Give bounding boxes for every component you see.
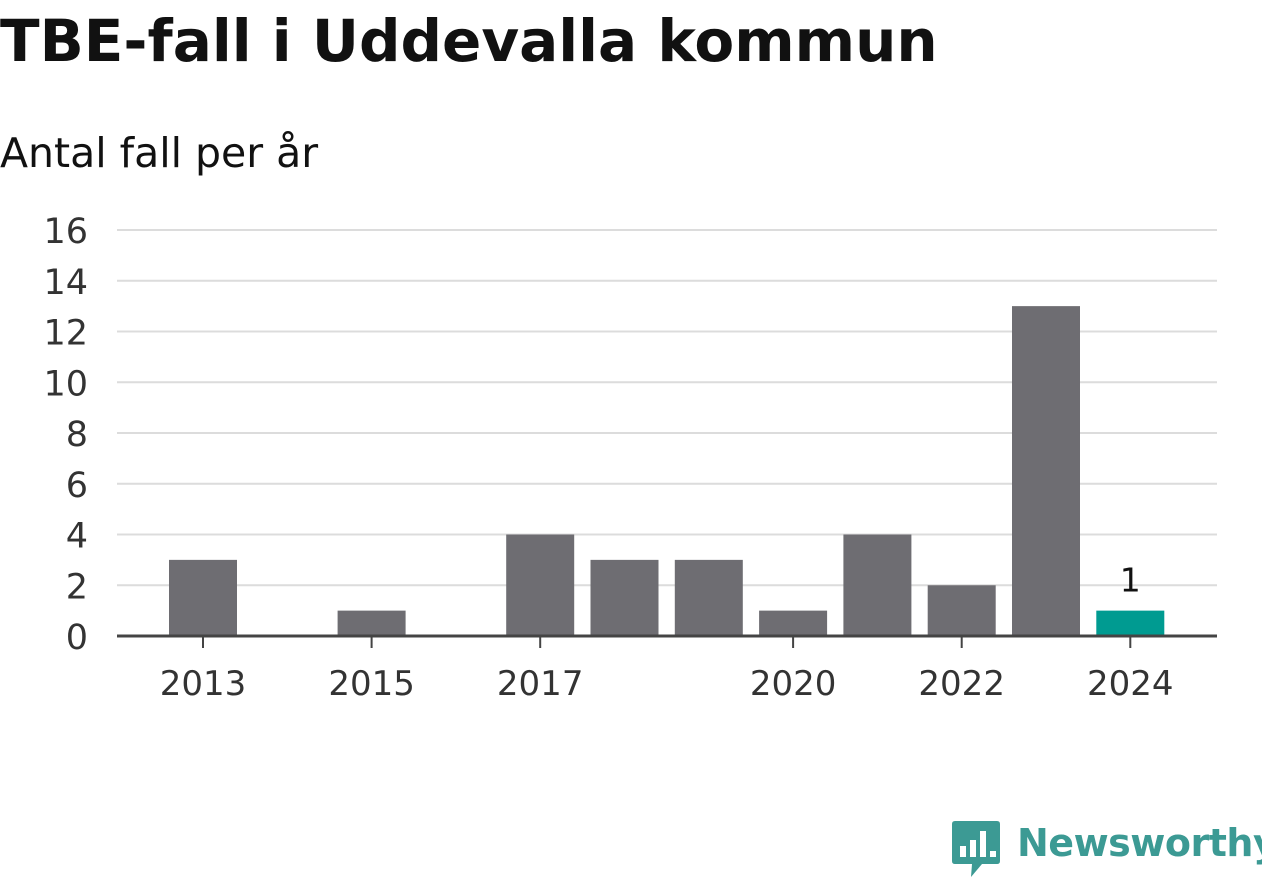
- y-tick-label: 14: [43, 263, 88, 303]
- bar-2017: [506, 534, 575, 636]
- bar-2015: [337, 610, 406, 636]
- bar-2018: [590, 559, 659, 636]
- y-tick-label: 12: [43, 314, 88, 354]
- x-tick-label: 2017: [497, 664, 584, 704]
- bar-2022: [927, 585, 996, 636]
- bar-2024: [1096, 610, 1165, 636]
- x-tick-label: 2020: [750, 664, 837, 704]
- y-tick-label: 4: [66, 517, 88, 557]
- y-tick-label: 16: [43, 212, 88, 252]
- x-tick-label: 2022: [918, 664, 1005, 704]
- bar-chart: 0 2 4 6 8 10 12 14 16 1 2013 2015 2017 2020 2022 2024: [43, 212, 1217, 704]
- y-tick-label: 8: [66, 415, 88, 455]
- brand-name: Newsworthy: [1017, 821, 1262, 865]
- x-tick-label: 2015: [328, 664, 415, 704]
- y-tick-label: 6: [66, 466, 88, 506]
- bar-2023: [1012, 306, 1080, 636]
- x-tick-label: 2013: [160, 664, 247, 704]
- bar-2013: [169, 559, 237, 636]
- bar-2019: [674, 559, 743, 636]
- y-tick-label: 2: [66, 567, 88, 607]
- bar-2020: [759, 610, 828, 636]
- chart-subtitle: Antal fall per år: [0, 129, 319, 177]
- newsworthy-brand: Newsworthy: [951, 818, 1262, 880]
- data-label: 1: [1120, 561, 1141, 600]
- chart-title: TBE-fall i Uddevalla kommun: [0, 7, 938, 75]
- x-tick-label: 2024: [1087, 664, 1174, 704]
- y-tick-label: 10: [43, 364, 88, 404]
- bar-chart-speech-bubble-icon: [952, 821, 1000, 877]
- bar-2021: [843, 534, 912, 636]
- y-tick-label: 0: [66, 618, 88, 658]
